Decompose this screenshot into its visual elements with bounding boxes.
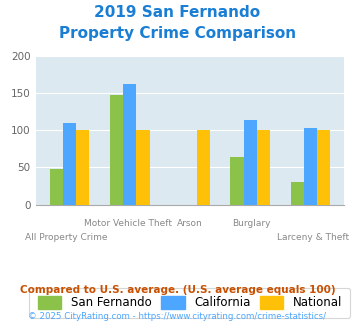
Bar — [136, 130, 149, 205]
Text: © 2025 CityRating.com - https://www.cityrating.com/crime-statistics/: © 2025 CityRating.com - https://www.city… — [28, 312, 327, 321]
Bar — [290, 182, 304, 205]
Bar — [50, 169, 63, 205]
Bar — [244, 120, 257, 205]
Bar — [304, 128, 317, 205]
Text: All Property Crime: All Property Crime — [25, 233, 108, 242]
Legend: San Fernando, California, National: San Fernando, California, National — [29, 288, 350, 318]
Bar — [317, 130, 330, 205]
Bar — [197, 130, 210, 205]
Bar — [110, 95, 123, 205]
Text: Arson: Arson — [177, 219, 203, 228]
Text: Burglary: Burglary — [233, 219, 271, 228]
Text: Larceny & Theft: Larceny & Theft — [277, 233, 350, 242]
Text: Property Crime Comparison: Property Crime Comparison — [59, 26, 296, 41]
Bar — [76, 130, 89, 205]
Bar — [230, 157, 244, 205]
Bar — [63, 123, 76, 205]
Text: Motor Vehicle Theft: Motor Vehicle Theft — [84, 219, 172, 228]
Text: Compared to U.S. average. (U.S. average equals 100): Compared to U.S. average. (U.S. average … — [20, 285, 335, 295]
Text: 2019 San Fernando: 2019 San Fernando — [94, 5, 261, 20]
Bar — [123, 83, 136, 205]
Bar — [257, 130, 270, 205]
